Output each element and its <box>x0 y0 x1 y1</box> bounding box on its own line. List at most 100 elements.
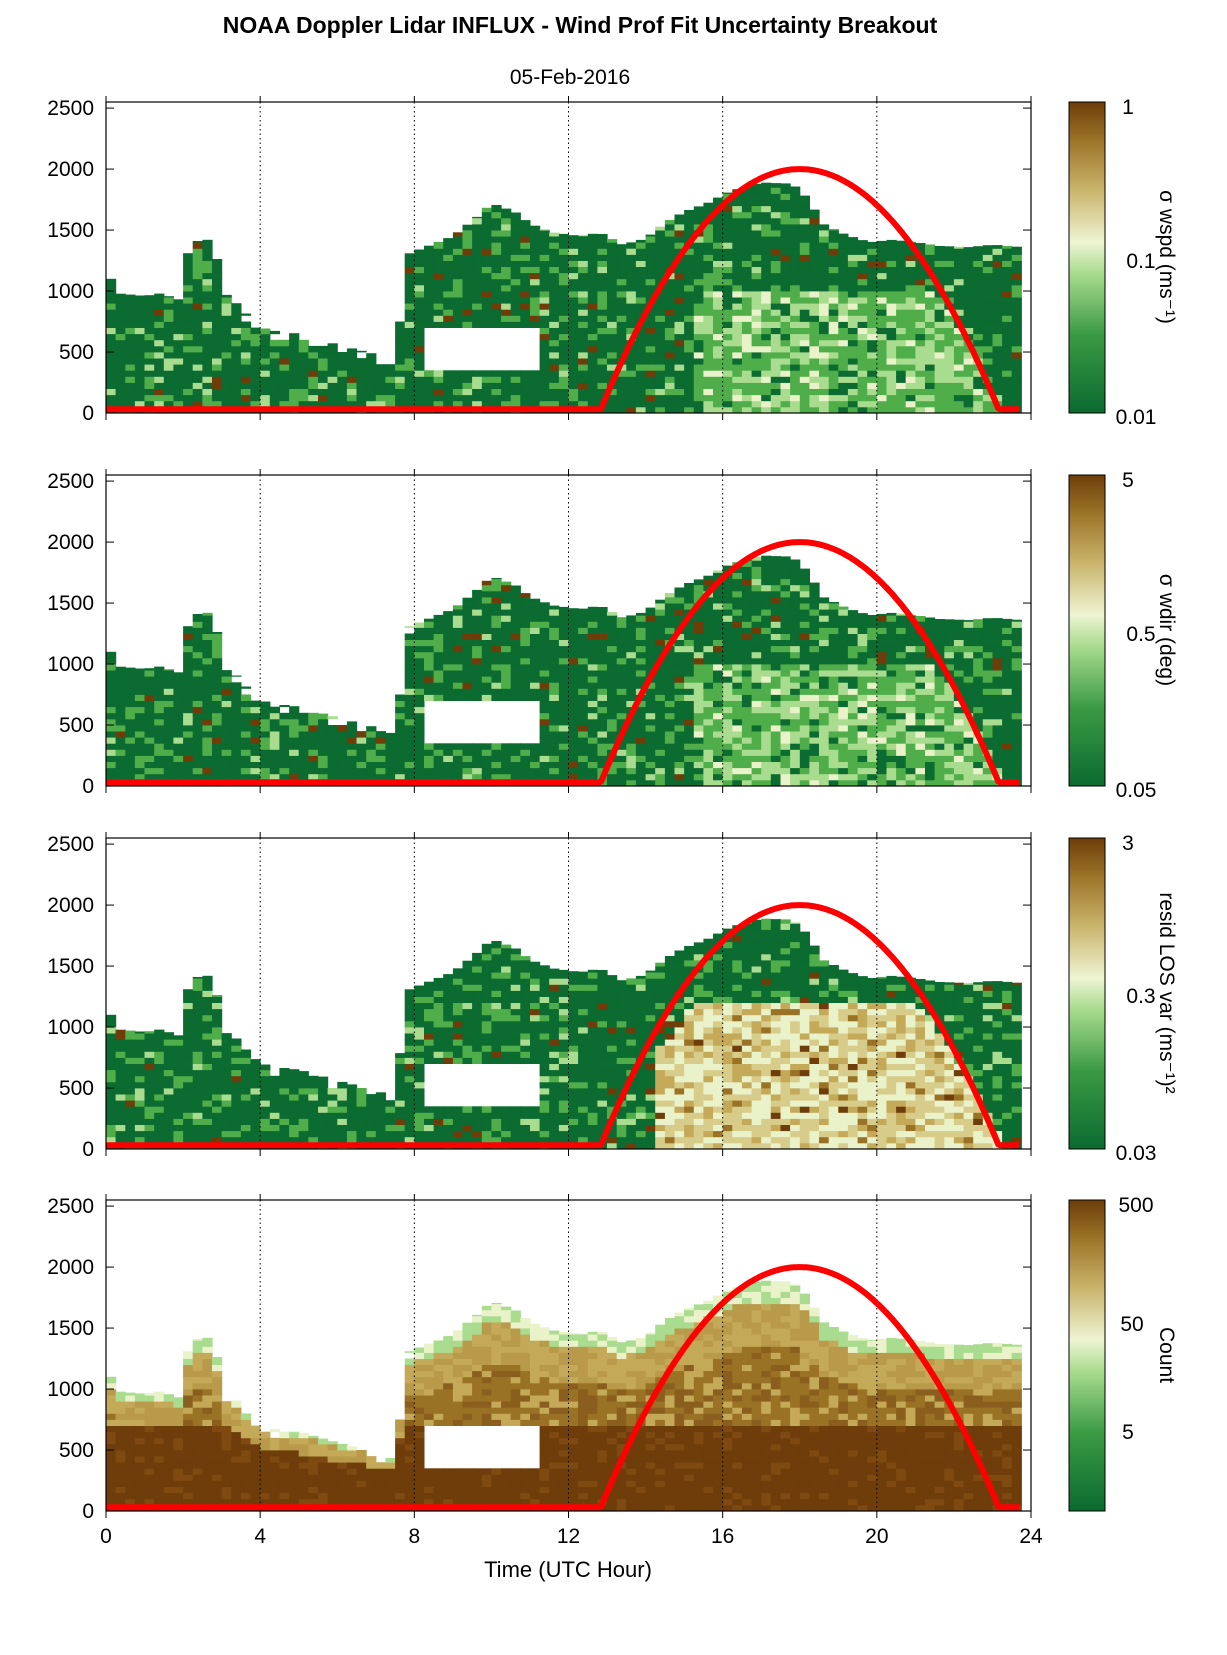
heatmap-cell <box>308 345 319 353</box>
heatmap-cell <box>780 560 791 567</box>
heatmap-cell <box>741 578 753 586</box>
heatmap-cell <box>308 743 319 750</box>
heatmap-cell <box>635 284 647 292</box>
heatmap-cell <box>607 700 618 708</box>
heatmap-cell <box>645 627 656 634</box>
heatmap-cell <box>809 278 820 286</box>
heatmap-cell <box>163 688 174 695</box>
heatmap-cell <box>212 297 223 304</box>
heatmap-cell <box>838 358 849 365</box>
heatmap-cell <box>578 376 589 383</box>
heatmap-cell <box>510 682 521 689</box>
heatmap-cell <box>703 755 714 762</box>
heatmap-cell <box>462 639 473 647</box>
heatmap-cell <box>905 737 916 744</box>
heatmap-cell <box>520 236 531 243</box>
heatmap-cell <box>106 376 117 383</box>
heatmap-cell <box>896 370 907 377</box>
heatmap-cell <box>664 400 676 408</box>
heatmap-cell <box>905 645 916 653</box>
heatmap-cell <box>125 743 136 750</box>
heatmap-cell <box>896 737 907 744</box>
heatmap-cell <box>992 618 1003 622</box>
heatmap-cell <box>896 755 907 762</box>
heatmap-cell <box>992 676 1003 683</box>
heatmap-cell <box>443 694 454 701</box>
heatmap-cell <box>664 700 676 708</box>
heatmap-cell <box>510 597 521 604</box>
heatmap-cell <box>452 242 464 249</box>
heatmap-cell <box>770 670 781 677</box>
heatmap-cell <box>549 376 560 383</box>
heatmap-cell <box>992 339 1003 347</box>
heatmap-cell <box>770 278 781 286</box>
heatmap-cell <box>539 706 550 714</box>
heatmap-cell <box>770 645 781 653</box>
heatmap-cell <box>790 615 801 622</box>
heatmap-cell <box>905 406 916 414</box>
heatmap-cell <box>452 254 464 261</box>
heatmap-cell <box>1002 297 1013 304</box>
heatmap-cell <box>713 211 724 219</box>
heatmap-cell <box>539 700 550 708</box>
heatmap-cell <box>761 725 772 732</box>
heatmap-cell <box>819 272 830 280</box>
heatmap-cell <box>857 376 868 383</box>
heatmap-cell <box>722 394 733 402</box>
heatmap-cell <box>1011 370 1022 377</box>
heatmap-cell <box>655 639 666 647</box>
heatmap-cell <box>202 272 213 280</box>
heatmap-cell <box>587 321 598 328</box>
heatmap-cell <box>626 297 637 304</box>
heatmap-cell <box>250 767 261 775</box>
heatmap-cell <box>289 718 300 726</box>
y-tick-label: 0 <box>82 775 94 798</box>
heatmap-cell <box>809 291 820 298</box>
heatmap-cell <box>587 712 598 720</box>
heatmap-cell <box>520 593 531 598</box>
heatmap-cell <box>134 712 146 720</box>
heatmap-cell <box>192 657 203 665</box>
heatmap-cell <box>250 725 261 732</box>
heatmap-cell <box>886 382 897 389</box>
heatmap-cell <box>134 676 146 683</box>
heatmap-cell <box>847 694 859 701</box>
heatmap-cell <box>847 682 859 689</box>
heatmap-cell <box>741 779 753 787</box>
heatmap-cell <box>664 651 676 659</box>
heatmap-cell <box>809 345 820 353</box>
heatmap-cell <box>1002 284 1013 292</box>
heatmap-cell <box>770 291 781 298</box>
heatmap-cell <box>809 364 820 371</box>
heatmap-cell <box>491 590 502 598</box>
heatmap-cell <box>684 303 695 310</box>
heatmap-cell <box>655 303 666 310</box>
heatmap-cell <box>770 254 781 261</box>
heatmap-cell <box>761 555 772 561</box>
heatmap-cell <box>472 224 483 231</box>
heatmap-cell <box>144 670 155 677</box>
heatmap-cell <box>510 266 521 274</box>
heatmap-cell <box>838 767 849 775</box>
heatmap-cell <box>799 761 810 769</box>
heatmap-cell <box>1011 260 1022 267</box>
heatmap-cell <box>212 382 223 389</box>
heatmap-cell <box>925 664 936 671</box>
heatmap-cell <box>828 718 839 726</box>
heatmap-cell <box>828 266 839 274</box>
heatmap-cell <box>905 706 916 714</box>
heatmap-cell <box>684 645 695 653</box>
heatmap-cell <box>761 761 772 769</box>
heatmap-cell <box>857 388 868 396</box>
heatmap-cell <box>568 382 579 389</box>
heatmap-cell <box>867 718 878 726</box>
heatmap-cell <box>327 343 338 347</box>
heatmap-cell <box>289 352 300 359</box>
heatmap-cell <box>260 382 271 389</box>
heatmap-cell <box>568 737 579 744</box>
heatmap-cell <box>645 755 656 762</box>
heatmap-cell <box>790 731 801 738</box>
heatmap-cell <box>269 400 280 408</box>
heatmap-cell <box>770 321 781 328</box>
heatmap-cell <box>992 743 1003 750</box>
